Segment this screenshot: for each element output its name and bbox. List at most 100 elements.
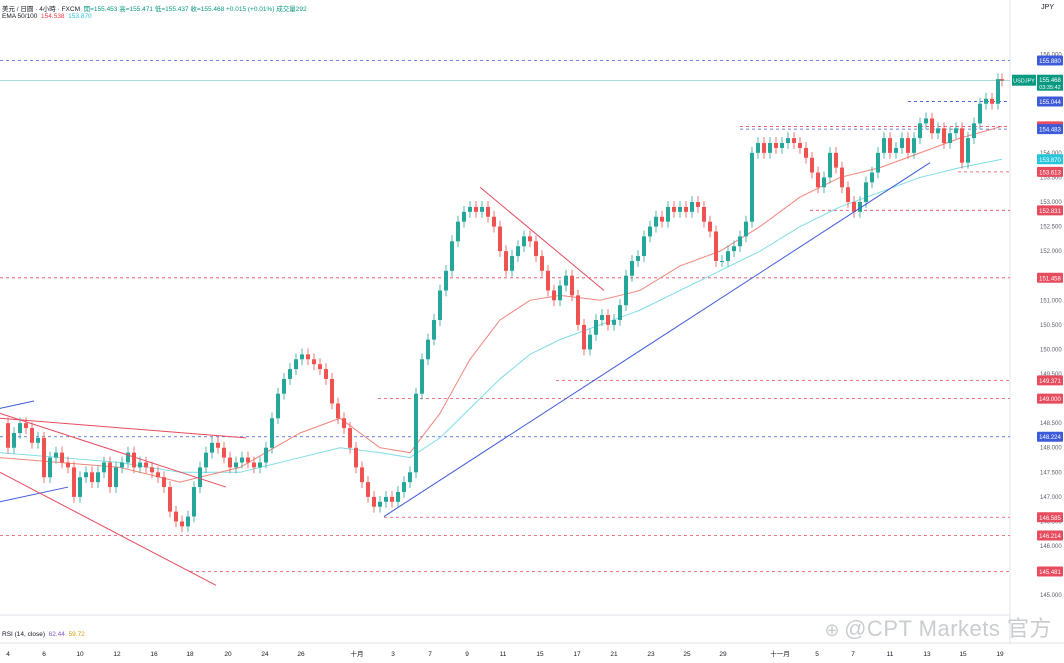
candle-body bbox=[144, 462, 148, 468]
level-badge-label: 149.371 bbox=[1039, 379, 1061, 385]
candle-body bbox=[978, 103, 982, 124]
candle-body bbox=[312, 359, 316, 365]
candle-body bbox=[618, 305, 622, 320]
x-tick-label: 29 bbox=[719, 651, 727, 658]
candle-body bbox=[210, 442, 214, 453]
y-tick-label: 148.000 bbox=[1040, 446, 1062, 452]
candle-body bbox=[360, 467, 364, 483]
candle-body bbox=[852, 202, 856, 212]
candle-body bbox=[96, 472, 100, 483]
candle-body bbox=[474, 206, 478, 212]
candle-body bbox=[6, 423, 10, 448]
candle-body bbox=[42, 437, 46, 478]
candle-body bbox=[546, 270, 550, 291]
y-tick-label: 148.500 bbox=[1040, 421, 1062, 427]
candle-body bbox=[558, 285, 562, 301]
y-tick-label: 154.000 bbox=[1040, 151, 1062, 157]
candle-body bbox=[504, 251, 508, 271]
candle-body bbox=[738, 236, 742, 247]
level-badge bbox=[1037, 55, 1063, 66]
candle-body bbox=[876, 152, 880, 173]
current-price-badge bbox=[1037, 74, 1063, 91]
ohlc-line: 開=155.453 高=155.471 低=155.437 收=155.468 … bbox=[83, 6, 307, 13]
candle-body bbox=[870, 172, 874, 183]
rsi-value-2: 59.72 bbox=[68, 631, 85, 638]
current-price-label: 155.468 bbox=[1039, 78, 1061, 84]
y-tick-label: 151.000 bbox=[1040, 298, 1062, 304]
candle-body bbox=[264, 447, 268, 463]
x-tick-label: 13 bbox=[923, 651, 931, 658]
candle-body bbox=[252, 462, 256, 468]
ema-legend: EMA 50/100 154.538 153.870 bbox=[2, 13, 92, 20]
x-tick-label: 4 bbox=[6, 651, 10, 658]
candle-body bbox=[696, 202, 700, 207]
level-badge bbox=[1037, 124, 1063, 135]
x-tick-label: 26 bbox=[297, 651, 305, 658]
candle-body bbox=[780, 143, 784, 148]
candle-body bbox=[174, 511, 178, 522]
candle-body bbox=[858, 202, 862, 212]
y-tick-label: 153.000 bbox=[1040, 200, 1062, 206]
candle-body bbox=[114, 467, 118, 488]
candle-body bbox=[654, 216, 658, 227]
candle-body bbox=[600, 315, 604, 320]
ema50-line bbox=[0, 125, 1003, 483]
candle-body bbox=[678, 206, 682, 212]
candle-body bbox=[804, 147, 808, 158]
candle-body bbox=[906, 138, 910, 153]
candle-body bbox=[306, 354, 310, 360]
candle-body bbox=[390, 496, 394, 502]
x-tick-label: 7 bbox=[851, 651, 855, 658]
candle-body bbox=[846, 187, 850, 203]
candle-body bbox=[30, 428, 34, 443]
candle-body bbox=[204, 452, 208, 468]
candle-body bbox=[594, 319, 598, 335]
candle-body bbox=[552, 290, 556, 301]
candle-body bbox=[588, 334, 592, 350]
candle-body bbox=[12, 432, 16, 448]
watermark: ⊕ @CPT Markets 官方 bbox=[825, 611, 1053, 643]
candle-body bbox=[60, 452, 64, 463]
candle-body bbox=[624, 275, 628, 306]
level-badge bbox=[1037, 566, 1063, 577]
ema-price-badge bbox=[1037, 154, 1063, 165]
candle-body bbox=[792, 138, 796, 144]
candle-body bbox=[198, 467, 202, 488]
candle-body bbox=[36, 437, 40, 443]
level-badge-label: 155.880 bbox=[1039, 59, 1061, 65]
candle-body bbox=[168, 487, 172, 512]
candle-body bbox=[432, 319, 436, 340]
candle-body bbox=[468, 206, 472, 212]
candle-body bbox=[342, 418, 346, 429]
candle-body bbox=[282, 378, 286, 394]
ema-value-2: 153.870 bbox=[68, 13, 92, 20]
candle-body bbox=[834, 152, 838, 168]
level-badge-label: 155.044 bbox=[1039, 100, 1061, 106]
candle-body bbox=[108, 462, 112, 488]
rsi-value-1: 62.44 bbox=[48, 631, 65, 638]
candle-body bbox=[888, 138, 892, 153]
candle-body bbox=[450, 241, 454, 271]
symbol-line: 美元 / 日圓 · 4小時 · FXCM bbox=[2, 6, 80, 13]
level-badge-label: 148.224 bbox=[1039, 435, 1061, 441]
trendline bbox=[0, 412, 227, 488]
candle-body bbox=[180, 521, 184, 527]
x-tick-label: 十月 bbox=[351, 649, 364, 658]
candle-body bbox=[330, 378, 334, 404]
x-tick-label: 12 bbox=[113, 651, 121, 658]
candle-body bbox=[336, 403, 340, 419]
candle-body bbox=[930, 118, 934, 134]
candle-body bbox=[246, 457, 250, 463]
x-tick-label: 7 bbox=[428, 651, 432, 658]
level-badge bbox=[1037, 96, 1063, 107]
x-tick-label: 18 bbox=[186, 651, 194, 658]
candle-body bbox=[972, 123, 976, 139]
chart-header-symbol: 美元 / 日圓 · 4小時 · FXCM 開=155.453 高=155.471… bbox=[2, 3, 307, 13]
candle-body bbox=[240, 457, 244, 463]
level-badge bbox=[1037, 166, 1063, 177]
candle-body bbox=[960, 128, 964, 163]
candle-body bbox=[636, 256, 640, 261]
candle-body bbox=[138, 462, 142, 468]
level-badge-label: 145.481 bbox=[1039, 570, 1061, 576]
